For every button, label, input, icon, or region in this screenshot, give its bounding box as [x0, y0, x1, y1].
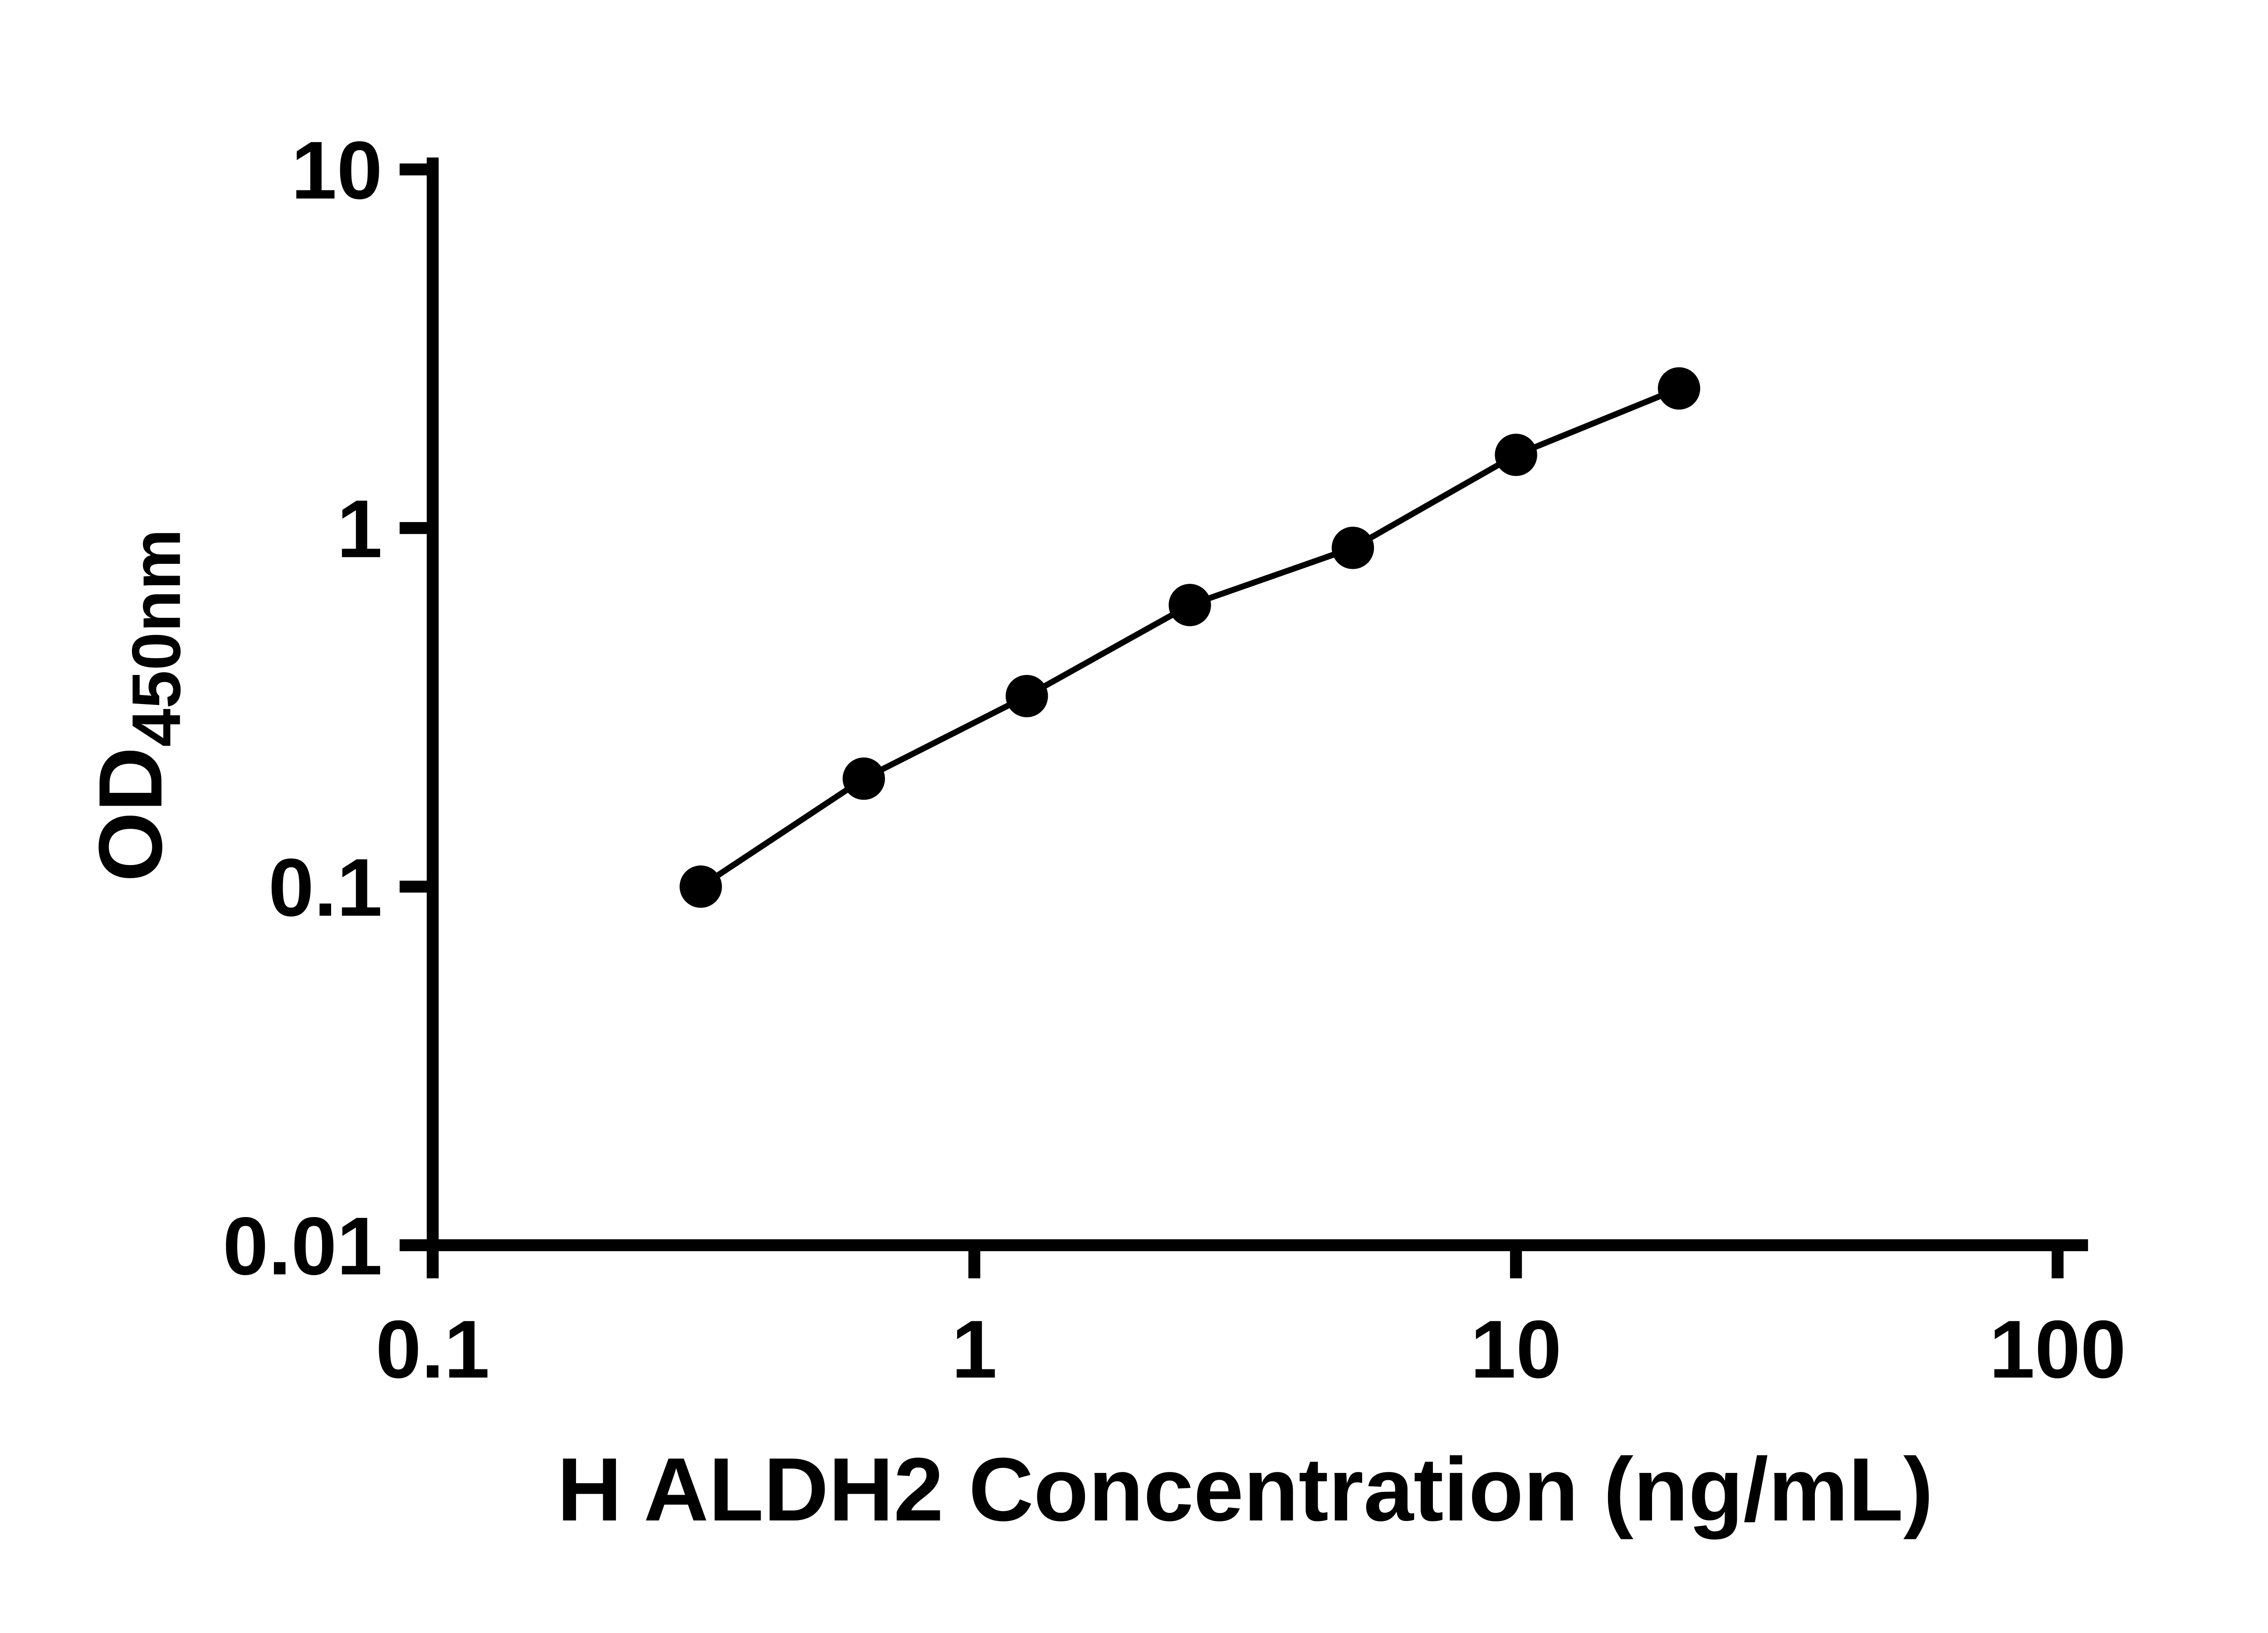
y-tick-label-3: 0.01: [223, 1200, 382, 1292]
y-tick-label-0: 10: [291, 125, 382, 216]
x-tick-label-1: 1: [952, 1304, 997, 1395]
axes-layer: [399, 157, 2088, 1279]
y-axis-title: OD450nm: [80, 529, 195, 882]
series-layer: [679, 367, 1701, 908]
x-tick-label-3: 100: [1989, 1304, 2126, 1395]
y-tick-label-2: 0.1: [269, 842, 382, 934]
labels-layer: 10 1 0.1 0.01 0.1 1 10 100 H ALDH2 Conce…: [80, 125, 2126, 1540]
y-tick-label-1: 1: [337, 483, 382, 575]
y-axis-title-subscript: 450nm: [118, 529, 195, 747]
x-tick-label-2: 10: [1470, 1304, 1561, 1395]
x-tick-label-0: 0.1: [376, 1304, 489, 1395]
x-axis-title: H ALDH2 Concentration (ng/mL): [557, 1439, 1933, 1540]
y-axis-title-main: OD: [80, 747, 181, 882]
